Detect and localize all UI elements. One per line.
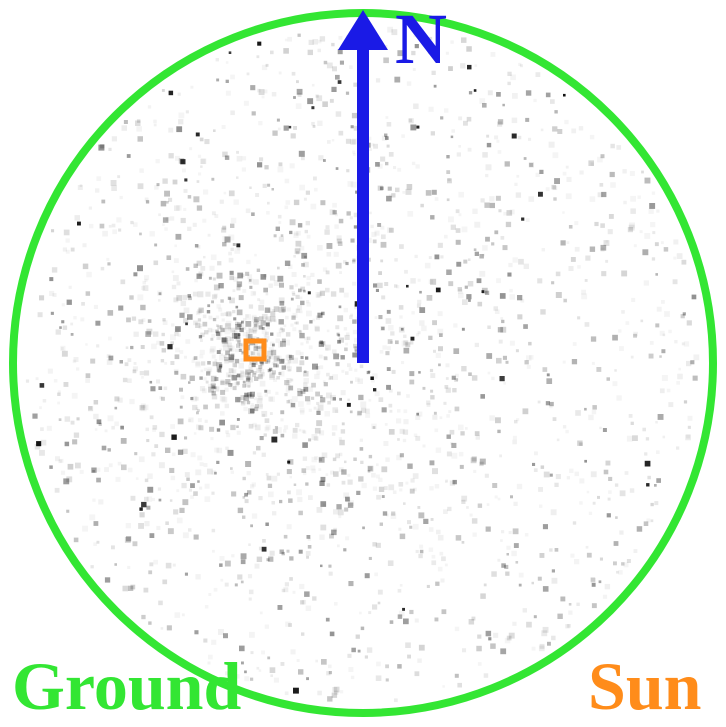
sky-map xyxy=(0,0,726,727)
ground-label: Ground xyxy=(12,647,241,726)
sun-label: Sun xyxy=(588,647,701,726)
north-label: N xyxy=(395,0,447,81)
